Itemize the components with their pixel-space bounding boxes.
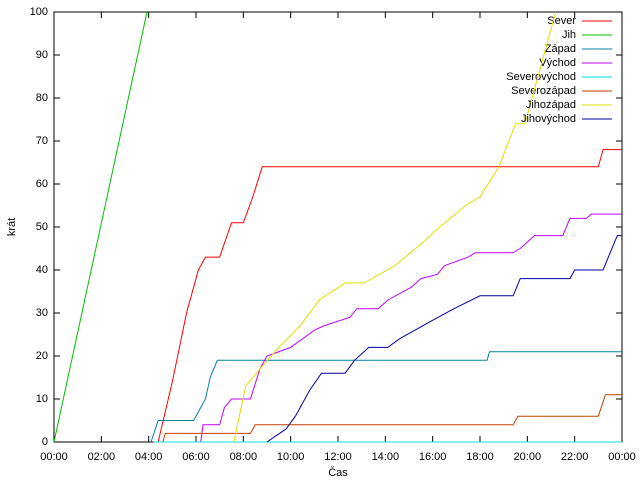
y-tick-label: 100 bbox=[30, 6, 48, 18]
series-line bbox=[233, 11, 557, 443]
x-tick-label: 22:00 bbox=[561, 451, 589, 463]
y-tick-label: 90 bbox=[36, 49, 48, 61]
series-line bbox=[162, 394, 622, 443]
y-tick-label: 50 bbox=[36, 221, 48, 233]
legend-label: Jihovýchod bbox=[521, 113, 576, 125]
x-tick-label: 04:00 bbox=[135, 451, 163, 463]
x-tick-label: 18:00 bbox=[466, 451, 494, 463]
x-tick-label: 16:00 bbox=[419, 451, 447, 463]
series-line bbox=[53, 11, 148, 443]
x-tick-label: 02:00 bbox=[88, 451, 116, 463]
y-tick-label: 80 bbox=[36, 92, 48, 104]
series-line bbox=[200, 213, 622, 443]
x-tick-label: 00:00 bbox=[40, 451, 68, 463]
legend-label: Severovýchod bbox=[506, 71, 576, 83]
x-tick-label: 14:00 bbox=[372, 451, 400, 463]
legend-label: Jihozápad bbox=[526, 99, 576, 111]
y-tick-label: 0 bbox=[42, 436, 48, 448]
legend-label: Západ bbox=[545, 43, 576, 55]
x-tick-label: 06:00 bbox=[182, 451, 210, 463]
y-tick-label: 40 bbox=[36, 264, 48, 276]
x-tick-label: 10:00 bbox=[277, 451, 305, 463]
y-tick-label: 60 bbox=[36, 178, 48, 190]
x-axis-label: Čas bbox=[328, 466, 348, 479]
x-tick-label: 12:00 bbox=[324, 451, 352, 463]
x-tick-label: 08:00 bbox=[230, 451, 258, 463]
series-line bbox=[266, 235, 622, 443]
series-line bbox=[157, 149, 622, 443]
legend-label: Severozápad bbox=[511, 85, 576, 97]
y-axis-label: krát bbox=[6, 218, 18, 236]
y-tick-label: 70 bbox=[36, 135, 48, 147]
series-line bbox=[150, 351, 622, 443]
x-tick-label: 20:00 bbox=[514, 451, 542, 463]
y-tick-label: 30 bbox=[36, 307, 48, 319]
y-tick-label: 20 bbox=[36, 350, 48, 362]
legend-label: Jih bbox=[562, 29, 576, 41]
y-tick-label: 10 bbox=[36, 393, 48, 405]
legend-label: Východ bbox=[539, 57, 576, 69]
x-tick-label: 00:00 bbox=[608, 451, 636, 463]
